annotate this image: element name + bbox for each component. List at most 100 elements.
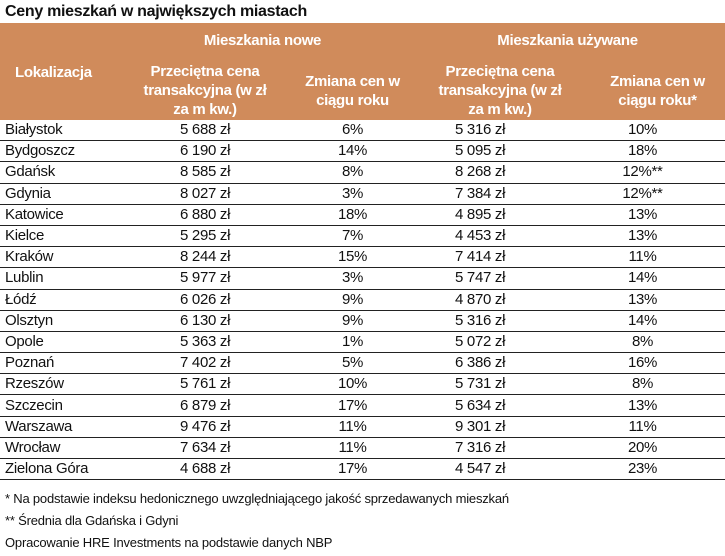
cell-change-used: 13% (560, 289, 725, 311)
cell-change-used: 13% (560, 225, 725, 248)
cell-price-new: 8 027 zł (145, 183, 265, 205)
cell-price-new: 8 585 zł (145, 161, 265, 184)
cell-change-new: 5% (265, 352, 440, 375)
cell-change-new: 1% (265, 331, 440, 354)
cell-change-used: 8% (560, 373, 725, 396)
cell-price-new: 6 879 zł (145, 394, 265, 417)
cell-price-used: 5 095 zł (440, 140, 560, 163)
cell-price-new: 5 761 zł (145, 373, 265, 396)
cell-change-used: 12%** (560, 161, 725, 184)
table-row: Opole 5 363 zł 1% 5 072 zł 8% (0, 331, 725, 354)
cell-city: Zielona Góra (0, 458, 145, 481)
cell-price-new: 6 130 zł (145, 310, 265, 332)
cell-change-used: 14% (560, 267, 725, 290)
cell-change-used: 18% (560, 140, 725, 163)
table-row: Zielona Góra 4 688 zł 17% 4 547 zł 23% (0, 458, 725, 481)
cell-change-new: 8% (265, 161, 440, 184)
cell-change-used: 16% (560, 352, 725, 375)
cell-city: Łódź (0, 289, 145, 311)
cell-change-used: 14% (560, 310, 725, 332)
cell-change-used: 13% (560, 204, 725, 226)
cell-change-new: 3% (265, 267, 440, 290)
cell-change-new: 6% (265, 120, 440, 142)
cell-city: Opole (0, 331, 145, 354)
cell-change-used: 8% (560, 331, 725, 354)
cell-price-new: 9 476 zł (145, 416, 265, 438)
group-header-new: Mieszkania nowe (203, 32, 322, 49)
footnotes: * Na podstawie indeksu hedonicznego uwzg… (5, 488, 509, 554)
cell-price-used: 5 634 zł (440, 394, 560, 417)
cell-change-used: 13% (560, 394, 725, 417)
cell-price-new: 5 977 zł (145, 267, 265, 290)
cell-price-used: 5 316 zł (440, 120, 560, 142)
cell-price-new: 5 688 zł (145, 120, 265, 142)
cell-change-new: 11% (265, 437, 440, 460)
table-row: Wrocław 7 634 zł 11% 7 316 zł 20% (0, 437, 725, 460)
cell-price-used: 6 386 zł (440, 352, 560, 375)
table-row: Gdańsk 8 585 zł 8% 8 268 zł 12%** (0, 161, 725, 184)
cell-price-new: 7 634 zł (145, 437, 265, 460)
table-row: Gdynia 8 027 zł 3% 7 384 zł 12%** (0, 183, 725, 205)
table-row: Szczecin 6 879 zł 17% 5 634 zł 13% (0, 394, 725, 417)
cell-change-new: 17% (265, 394, 440, 417)
cell-city: Kraków (0, 246, 145, 269)
cell-price-used: 4 547 zł (440, 458, 560, 481)
cell-change-new: 9% (265, 289, 440, 311)
cell-city: Warszawa (0, 416, 145, 438)
cell-city: Rzeszów (0, 373, 145, 396)
cell-change-new: 3% (265, 183, 440, 205)
column-header-change-used: Zmiana cen w ciągu roku* (610, 73, 705, 109)
cell-change-new: 7% (265, 225, 440, 248)
cell-price-new: 4 688 zł (145, 458, 265, 481)
table-row: Kielce 5 295 zł 7% 4 453 zł 13% (0, 225, 725, 248)
cell-city: Lublin (0, 267, 145, 290)
cell-price-new: 7 402 zł (145, 352, 265, 375)
price-table: Białystok 5 688 zł 6% 5 316 zł 10% Bydgoszcz 6… (0, 120, 725, 481)
table-row: Bydgoszcz 6 190 zł 14% 5 095 zł 18% (0, 140, 725, 163)
cell-change-new: 18% (265, 204, 440, 226)
table-row: Poznań 7 402 zł 5% 6 386 zł 16% (0, 352, 725, 375)
table-row: Kraków 8 244 zł 15% 7 414 zł 11% (0, 246, 725, 269)
cell-change-new: 9% (265, 310, 440, 332)
cell-price-used: 5 731 zł (440, 373, 560, 396)
table-row: Warszawa 9 476 zł 11% 9 301 zł 11% (0, 416, 725, 438)
table-row: Lublin 5 977 zł 3% 5 747 zł 14% (0, 267, 725, 290)
cell-price-used: 4 453 zł (440, 225, 560, 248)
cell-price-new: 6 190 zł (145, 140, 265, 163)
cell-city: Kielce (0, 225, 145, 248)
cell-price-used: 9 301 zł (440, 416, 560, 438)
cell-city: Gdańsk (0, 161, 145, 184)
table-row: Łódź 6 026 zł 9% 4 870 zł 13% (0, 289, 725, 311)
cell-price-used: 4 895 zł (440, 204, 560, 226)
cell-price-used: 5 316 zł (440, 310, 560, 332)
cell-change-new: 11% (265, 416, 440, 438)
cell-change-used: 12%** (560, 183, 725, 205)
cell-city: Szczecin (0, 394, 145, 417)
table-title: Ceny mieszkań w największych miastach (5, 3, 307, 20)
footnote-average: ** Średnia dla Gdańska i Gdyni (5, 513, 179, 528)
cell-price-new: 8 244 zł (145, 246, 265, 269)
cell-change-used: 11% (560, 246, 725, 269)
column-header-change-new: Zmiana cen w ciągu roku (305, 73, 400, 109)
table-row: Rzeszów 5 761 zł 10% 5 731 zł 8% (0, 373, 725, 396)
group-header-used: Mieszkania używane (497, 32, 638, 49)
cell-price-used: 7 384 zł (440, 183, 560, 205)
cell-city: Olsztyn (0, 310, 145, 332)
cell-change-new: 15% (265, 246, 440, 269)
cell-change-used: 20% (560, 437, 725, 460)
cell-price-new: 6 026 zł (145, 289, 265, 311)
cell-price-used: 8 268 zł (440, 161, 560, 184)
cell-price-new: 5 295 zł (145, 225, 265, 248)
cell-change-used: 23% (560, 458, 725, 481)
cell-price-used: 7 316 zł (440, 437, 560, 460)
cell-price-used: 5 072 zł (440, 331, 560, 354)
table-header: Mieszkania nowe Mieszkania używane Lokal… (0, 23, 725, 120)
cell-price-used: 4 870 zł (440, 289, 560, 311)
cell-price-new: 6 880 zł (145, 204, 265, 226)
column-header-price-new: Przeciętna cena transakcyjna (w zł za m … (143, 63, 267, 118)
cell-price-used: 5 747 zł (440, 267, 560, 290)
cell-city: Gdynia (0, 183, 145, 205)
cell-change-new: 17% (265, 458, 440, 481)
cell-price-new: 5 363 zł (145, 331, 265, 354)
table-row: Katowice 6 880 zł 18% 4 895 zł 13% (0, 204, 725, 226)
